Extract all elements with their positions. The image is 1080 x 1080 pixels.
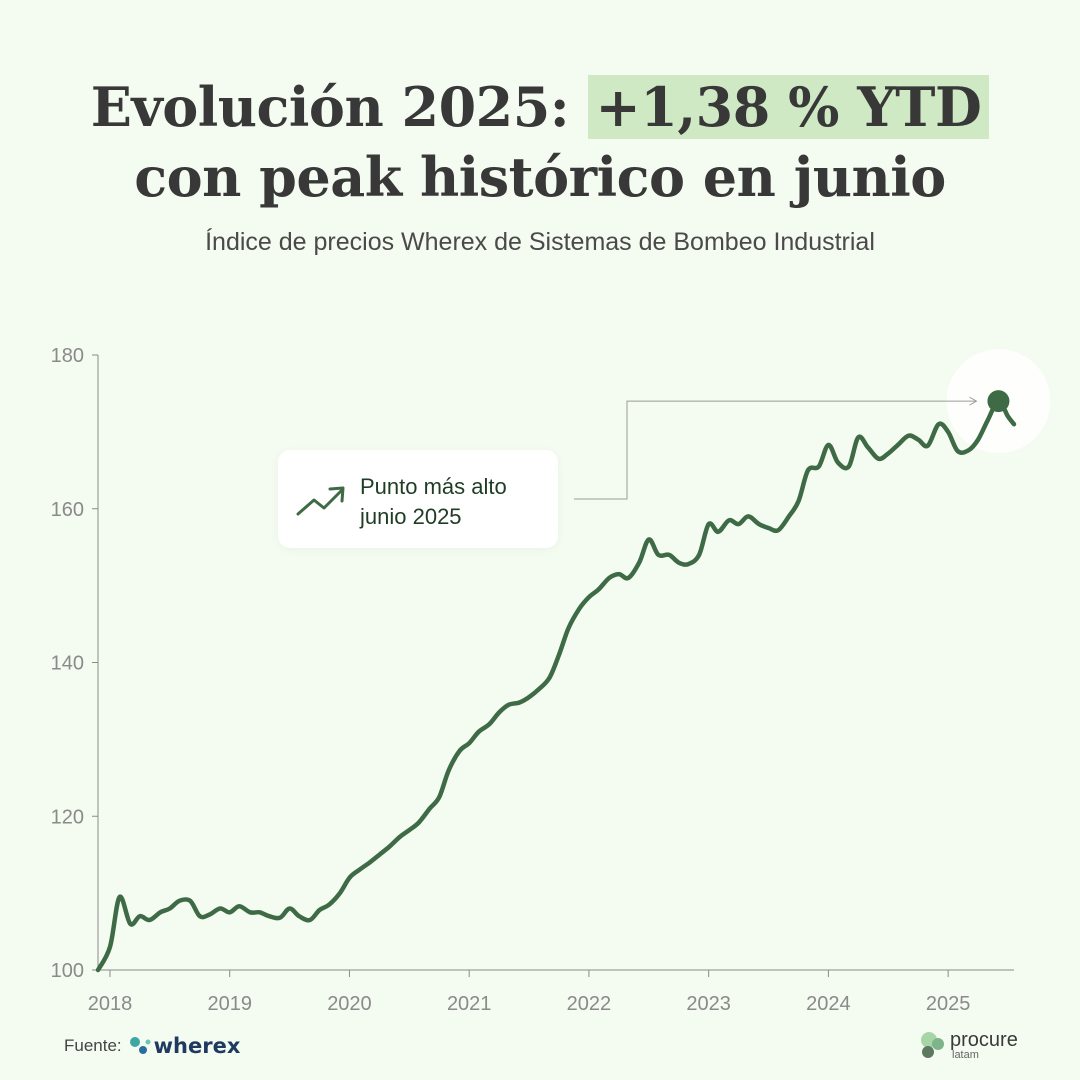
- procure-logo-icon: [921, 1032, 944, 1058]
- y-tick-label: 140: [51, 653, 84, 675]
- title-highlight: +1,38 % YTD: [587, 75, 990, 139]
- y-tick-label: 100: [51, 960, 84, 982]
- chart-subtitle: Índice de precios Wherex de Sistemas de …: [205, 228, 875, 256]
- x-tick-label: 2024: [806, 993, 851, 1015]
- procure-logo: procure latam: [920, 1030, 1018, 1061]
- source-footer: Fuente: wherex: [64, 1034, 240, 1058]
- callout-connector: [574, 400, 977, 500]
- x-tick-label: 2023: [686, 993, 731, 1015]
- wherex-logo-icon: [129, 1037, 151, 1054]
- source-label: Fuente:: [64, 1036, 122, 1055]
- wherex-wordmark: wherex: [153, 1034, 241, 1058]
- title-prefix: Evolución 2025:: [90, 75, 588, 139]
- chart-title: Evolución 2025: +1,38 % YTD con peak his…: [0, 72, 1080, 212]
- x-tick-label: 2018: [88, 993, 133, 1015]
- y-tick-label: 120: [51, 806, 84, 828]
- series-line: [95, 398, 1017, 973]
- procure-wordmark: procure: [950, 1029, 1018, 1051]
- y-tick-label: 180: [51, 345, 84, 367]
- x-tick-label: 2021: [447, 993, 492, 1015]
- procure-sub: latam: [952, 1049, 979, 1061]
- peak-point: [987, 390, 1010, 413]
- callout-line-1: Punto más alto: [360, 474, 507, 499]
- title-line-1: Evolución 2025: +1,38 % YTD: [0, 72, 1080, 142]
- x-tick-label: 2025: [926, 993, 971, 1015]
- x-tick-label: 2019: [207, 993, 252, 1015]
- callout-line-2: junio 2025: [360, 504, 462, 529]
- callout-connector-arrowhead: [969, 396, 978, 406]
- title-line-2: con peak histórico en junio: [134, 145, 946, 209]
- peak-callout: Punto más alto junio 2025: [278, 450, 558, 548]
- x-tick-label: 2020: [327, 993, 372, 1015]
- y-tick-label: 160: [51, 499, 84, 521]
- x-tick-label: 2022: [567, 993, 612, 1015]
- wherex-logo: wherex: [128, 1034, 241, 1058]
- trending-up-icon: [296, 486, 345, 516]
